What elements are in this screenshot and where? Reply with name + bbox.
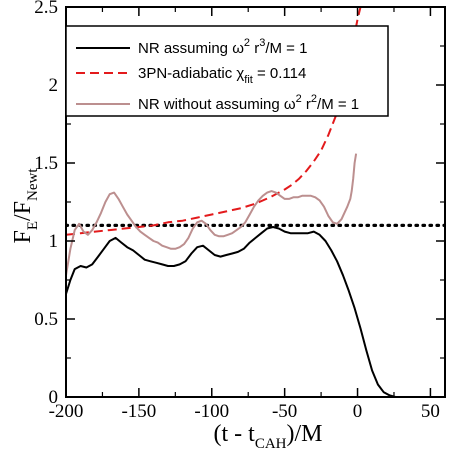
legend: NR assuming ω2 r3/M = 1 3PN-adiabatic χfi… [65,25,389,117]
y-tick-label: 0.5 [34,309,58,330]
y-tick-label: 0 [49,387,59,408]
y-tick-label: 1.5 [34,153,58,174]
legend-label-1: 3PN-adiabatic χfit = 0.114 [138,65,306,86]
y-tick-label: 1 [49,231,59,252]
x-tick-label: -200 [49,401,84,422]
series-line-0 [66,226,419,397]
series-line-2 [66,153,358,276]
legend-label-0: NR assuming ω2 r3/M = 1 [138,37,307,57]
legend-label-2: NR without assuming ω2 r2/M = 1 [138,93,359,113]
x-axis-label: (t - tCAH)/M [214,421,323,449]
x-tick-label: -150 [121,401,156,422]
y-tick-label: 2.5 [34,0,58,18]
x-tick-label: -50 [272,401,297,422]
y-axis-label: FE/FNewt [10,168,41,244]
y-tick-label: 2 [49,75,59,96]
legend-box [65,25,389,117]
x-tick-label: -100 [194,401,229,422]
x-tick-label: 50 [421,401,440,422]
x-tick-label: 0 [353,401,363,422]
